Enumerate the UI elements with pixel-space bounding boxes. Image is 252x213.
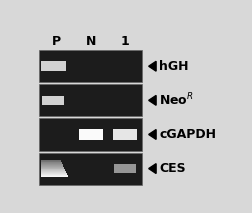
- Polygon shape: [149, 95, 156, 105]
- Text: N: N: [85, 35, 96, 49]
- Bar: [39, 84, 142, 117]
- Bar: [41, 163, 62, 164]
- Text: cGAPDH: cGAPDH: [160, 128, 216, 141]
- Bar: [41, 160, 60, 161]
- Bar: [79, 129, 103, 140]
- Bar: [41, 161, 61, 162]
- Bar: [41, 176, 68, 177]
- Bar: [41, 164, 62, 165]
- Polygon shape: [149, 130, 156, 139]
- Text: 1: 1: [120, 35, 129, 49]
- Bar: [113, 129, 137, 140]
- Text: P: P: [52, 35, 61, 49]
- Text: hGH: hGH: [160, 60, 189, 73]
- Bar: [114, 164, 136, 173]
- Bar: [41, 162, 62, 163]
- Bar: [39, 118, 142, 151]
- Bar: [41, 170, 66, 171]
- Text: Neo$^R$: Neo$^R$: [160, 92, 194, 109]
- Bar: [39, 50, 142, 82]
- Bar: [42, 95, 64, 105]
- Bar: [41, 172, 66, 173]
- Bar: [41, 174, 67, 175]
- Bar: [41, 167, 64, 168]
- Bar: [41, 166, 64, 167]
- Bar: [41, 165, 63, 166]
- Polygon shape: [149, 61, 156, 71]
- Bar: [41, 168, 65, 170]
- Polygon shape: [149, 164, 156, 174]
- Bar: [41, 61, 66, 71]
- Bar: [41, 173, 67, 174]
- Bar: [41, 171, 66, 172]
- Text: CES: CES: [160, 162, 186, 175]
- Bar: [41, 175, 68, 176]
- Bar: [39, 153, 142, 185]
